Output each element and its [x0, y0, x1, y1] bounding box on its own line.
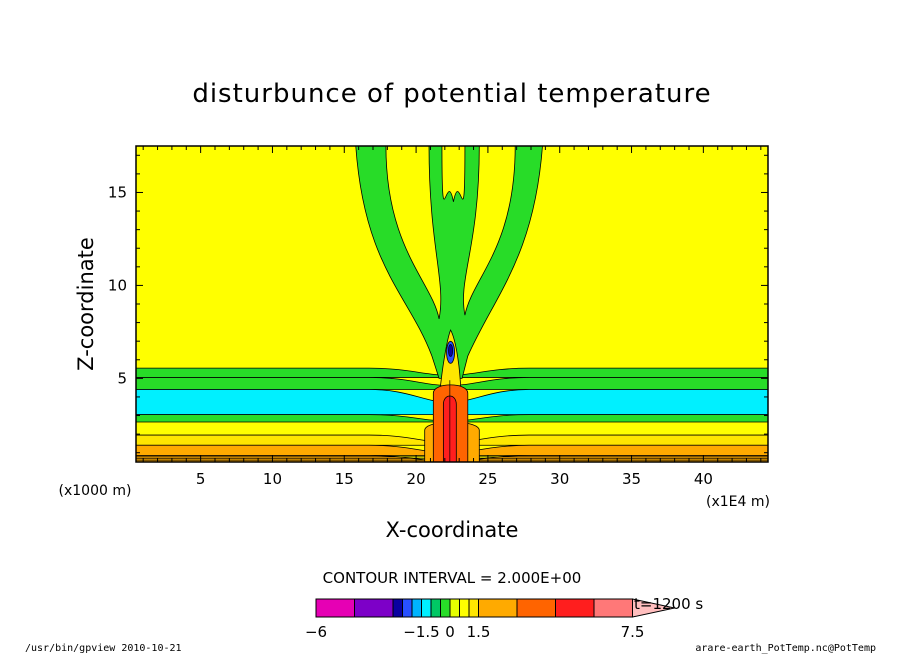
- x-unit-label: (x1E4 m): [706, 494, 770, 510]
- colorbar-label: 1.5: [467, 623, 491, 641]
- contour-field: [136, 146, 768, 462]
- colorbar-bin: [593, 598, 633, 618]
- y-unit-label: (x1000 m): [59, 483, 132, 499]
- x-tick-label: 10: [263, 470, 282, 488]
- y-tick-label: 15: [108, 183, 127, 201]
- colorbar-label: 0: [445, 623, 455, 641]
- colorbar-bin: [555, 598, 595, 618]
- y-axis: 5 10 15: [108, 154, 768, 454]
- colorbar-arrow: [632, 598, 675, 618]
- colorbar-bin: [315, 598, 355, 618]
- plume-lobe-right: [463, 146, 516, 316]
- x-tick-label: 20: [407, 470, 426, 488]
- colorbar-label: 7.5: [621, 623, 645, 641]
- footer-left: /usr/bin/gpview 2010-10-21: [25, 643, 182, 654]
- colorbar-bin: [411, 598, 422, 618]
- y-tick-label: 5: [117, 369, 127, 387]
- contour-interval-label: CONTOUR INTERVAL = 2.000E+00: [323, 569, 582, 587]
- colorbar-bin: [421, 598, 432, 618]
- colorbar-bin: [478, 598, 518, 618]
- plume-cap-navy: [448, 344, 454, 357]
- x-tick-label: 25: [478, 470, 497, 488]
- colorbar-bin: [468, 598, 479, 618]
- colorbar-bin: [430, 598, 441, 618]
- x-tick-label: 30: [550, 470, 569, 488]
- x-tick-label: 40: [694, 470, 713, 488]
- chart-title: disturbunce of potential temperature: [192, 79, 711, 109]
- y-axis-title: Z-coordinate: [74, 237, 98, 371]
- colorbar-bin: [459, 598, 470, 618]
- x-tick-label: 15: [335, 470, 354, 488]
- colorbar-bin: [440, 598, 451, 618]
- colorbar-bin: [392, 598, 403, 618]
- x-tick-label: 5: [196, 470, 206, 488]
- x-axis: 5 10 15 20 25 30 35 40: [142, 146, 762, 488]
- colorbar-bin: [402, 598, 413, 618]
- colorbar-label: −6: [305, 623, 327, 641]
- time-label: t=1200 s: [634, 595, 703, 613]
- colorbar-bin: [449, 598, 460, 618]
- plume-lobe-left: [385, 146, 442, 319]
- plume-lobe-center: [441, 146, 466, 202]
- x-tick-label: 35: [622, 470, 641, 488]
- x-axis-title: X-coordinate: [386, 518, 519, 542]
- y-tick-label: 10: [108, 276, 127, 294]
- colorbar: −6 −1.5 0 1.5 7.5: [305, 598, 675, 641]
- footer-right: arare-earth_PotTemp.nc@PotTemp: [695, 643, 876, 654]
- colorbar-bin: [516, 598, 556, 618]
- colorbar-label: −1.5: [403, 623, 439, 641]
- colorbar-bin: [354, 598, 394, 618]
